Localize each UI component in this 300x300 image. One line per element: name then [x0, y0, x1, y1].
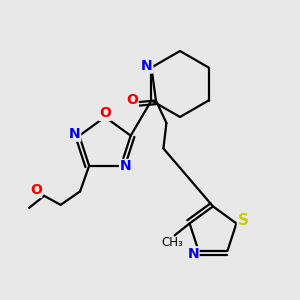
- Text: S: S: [238, 213, 248, 228]
- Text: N: N: [187, 247, 199, 261]
- Text: N: N: [120, 159, 131, 173]
- Text: O: O: [30, 183, 42, 197]
- Text: O: O: [99, 106, 111, 120]
- Text: N: N: [69, 127, 81, 141]
- Text: N: N: [141, 59, 153, 73]
- Text: CH₃: CH₃: [161, 236, 183, 249]
- Text: O: O: [126, 94, 138, 107]
